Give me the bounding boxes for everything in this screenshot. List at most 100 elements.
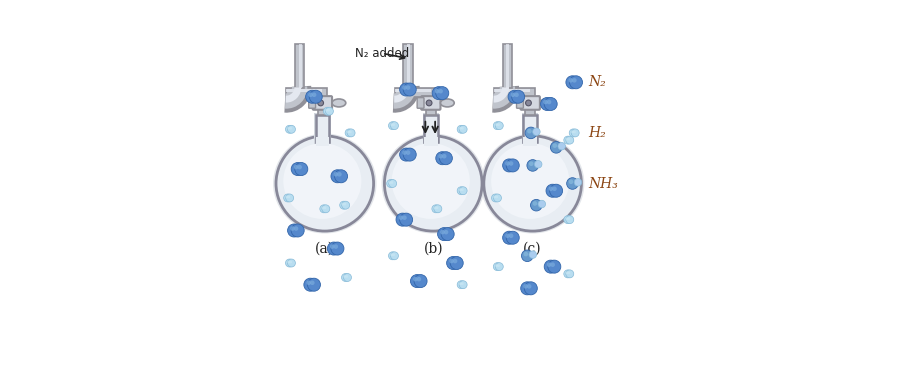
Circle shape (508, 90, 521, 103)
Circle shape (390, 181, 393, 184)
Circle shape (294, 226, 298, 231)
Circle shape (286, 196, 289, 198)
Circle shape (347, 129, 355, 137)
Circle shape (495, 123, 498, 126)
Circle shape (459, 282, 462, 285)
Circle shape (288, 259, 296, 267)
Circle shape (503, 159, 516, 172)
Circle shape (288, 261, 290, 264)
Circle shape (495, 122, 503, 130)
Circle shape (294, 165, 298, 169)
Circle shape (286, 194, 294, 202)
Circle shape (432, 205, 440, 213)
Circle shape (402, 215, 406, 220)
Circle shape (459, 188, 462, 191)
Circle shape (461, 127, 464, 130)
Bar (523, 115, 537, 142)
Circle shape (574, 179, 582, 186)
Circle shape (345, 275, 348, 278)
Circle shape (322, 205, 330, 213)
Circle shape (400, 83, 413, 96)
Circle shape (298, 165, 302, 169)
Circle shape (494, 196, 496, 198)
Circle shape (565, 138, 568, 141)
Circle shape (544, 98, 557, 110)
Circle shape (532, 201, 538, 206)
Circle shape (331, 170, 344, 183)
Ellipse shape (276, 136, 374, 231)
Circle shape (444, 230, 449, 235)
Circle shape (436, 87, 449, 100)
Circle shape (564, 270, 572, 278)
Circle shape (553, 143, 557, 148)
Circle shape (526, 100, 531, 106)
Circle shape (497, 123, 500, 126)
Circle shape (546, 184, 559, 197)
Circle shape (558, 142, 565, 150)
Bar (503, 44, 512, 88)
Circle shape (565, 136, 574, 144)
Bar (424, 137, 438, 146)
Circle shape (330, 244, 334, 249)
Circle shape (286, 259, 293, 267)
Circle shape (288, 125, 296, 133)
Ellipse shape (385, 136, 482, 231)
Circle shape (511, 92, 515, 97)
Circle shape (388, 252, 396, 260)
Circle shape (461, 282, 464, 285)
Circle shape (543, 100, 547, 104)
Circle shape (390, 122, 398, 130)
Ellipse shape (481, 134, 584, 233)
Circle shape (569, 129, 577, 137)
Circle shape (442, 154, 447, 159)
Circle shape (411, 275, 423, 288)
Text: (a): (a) (316, 241, 334, 255)
Circle shape (453, 259, 458, 264)
Circle shape (505, 161, 510, 166)
Circle shape (565, 217, 568, 220)
Circle shape (548, 186, 553, 191)
Circle shape (337, 172, 342, 177)
Circle shape (565, 216, 574, 224)
Circle shape (289, 261, 292, 264)
Bar (423, 113, 439, 144)
Circle shape (565, 270, 574, 278)
Text: (b): (b) (423, 241, 443, 255)
Circle shape (527, 129, 532, 134)
Circle shape (392, 123, 395, 126)
Circle shape (398, 215, 403, 220)
Circle shape (509, 161, 513, 166)
Circle shape (392, 253, 395, 256)
Circle shape (450, 259, 454, 264)
Circle shape (521, 282, 534, 295)
Circle shape (566, 178, 578, 189)
Circle shape (550, 142, 562, 153)
Circle shape (402, 150, 406, 155)
Circle shape (503, 231, 516, 244)
Circle shape (544, 260, 557, 273)
Circle shape (322, 206, 325, 209)
Circle shape (414, 275, 427, 288)
Circle shape (388, 122, 396, 130)
Bar (506, 44, 510, 88)
Circle shape (327, 242, 341, 255)
Circle shape (547, 260, 561, 273)
Circle shape (405, 150, 410, 155)
Circle shape (416, 277, 422, 281)
Circle shape (343, 275, 346, 278)
Circle shape (461, 188, 464, 191)
Circle shape (552, 186, 556, 191)
FancyBboxPatch shape (521, 96, 540, 110)
Bar (395, 88, 436, 97)
Circle shape (307, 280, 311, 285)
Bar (523, 137, 537, 146)
Text: NH₃: NH₃ (588, 177, 618, 190)
Circle shape (342, 201, 350, 209)
Circle shape (396, 213, 409, 226)
Ellipse shape (441, 99, 454, 107)
Circle shape (506, 159, 520, 172)
Circle shape (309, 90, 322, 103)
Bar (295, 44, 305, 88)
Circle shape (388, 181, 391, 184)
Circle shape (340, 201, 348, 209)
